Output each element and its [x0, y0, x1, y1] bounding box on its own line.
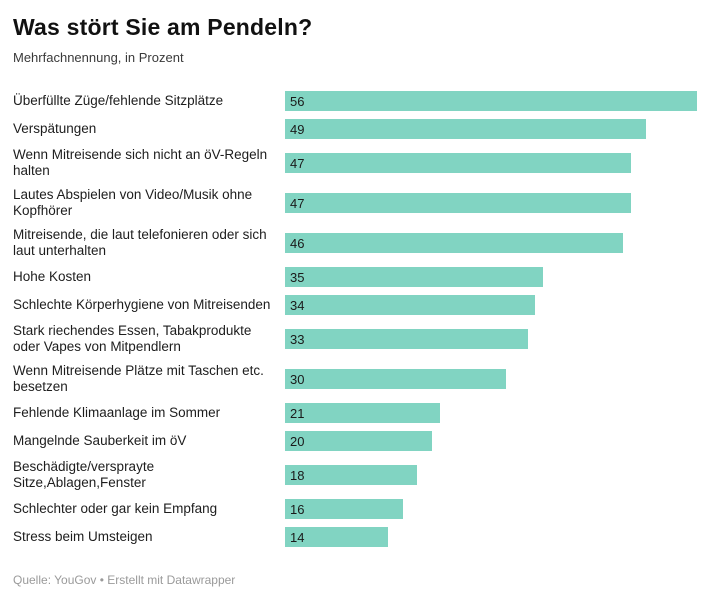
bar-area: 18: [285, 465, 697, 486]
bar: 35: [285, 267, 543, 288]
chart-row: Schlechte Körperhygiene von Mitreisenden…: [13, 295, 697, 316]
value-label: 34: [290, 297, 305, 313]
bar-area: 30: [285, 369, 697, 390]
bar-area: 47: [285, 193, 697, 214]
chart-title: Was stört Sie am Pendeln?: [13, 14, 313, 40]
bar-area: 35: [285, 267, 697, 288]
chart-row: Lautes Abspielen von Video/Musik ohne Ko…: [13, 187, 697, 219]
bar: 20: [285, 431, 433, 452]
value-label: 46: [290, 235, 305, 251]
chart-subtitle: Mehrfachnennung, in Prozent: [13, 50, 184, 66]
bar-area: 16: [285, 499, 697, 520]
category-label: Lautes Abspielen von Video/Musik ohne Ko…: [13, 187, 253, 219]
value-label: 20: [290, 433, 305, 449]
chart-row: Beschädigte/versprayte Sitze,Ablagen,Fen…: [13, 459, 697, 491]
chart-row: Verspätungen 49: [13, 119, 697, 140]
category-label: Beschädigte/versprayte Sitze,Ablagen,Fen…: [13, 459, 155, 491]
bar: 18: [285, 465, 418, 486]
bar-area: 33: [285, 329, 697, 350]
chart-row: Schlechter oder gar kein Empfang 16: [13, 499, 697, 520]
value-label: 47: [290, 155, 305, 171]
category-label: Hohe Kosten: [13, 269, 92, 285]
value-label: 35: [290, 269, 305, 285]
category-label: Mitreisende, die laut telefonieren oder …: [13, 227, 267, 259]
category-label: Wenn Mitreisende Plätze mit Taschen etc.…: [13, 363, 264, 395]
value-label: 18: [290, 467, 305, 483]
bar: 47: [285, 153, 631, 174]
chart-row: Stress beim Umsteigen 14: [13, 527, 697, 548]
bar-area: 14: [285, 527, 697, 548]
category-label: Fehlende Klimaanlage im Sommer: [13, 405, 221, 421]
value-label: 16: [290, 501, 305, 517]
chart-row: Überfüllte Züge/fehlende Sitzplätze 56: [13, 91, 697, 112]
category-label: Schlechter oder gar kein Empfang: [13, 501, 218, 517]
chart-row: Hohe Kosten 35: [13, 267, 697, 288]
bar: 30: [285, 369, 506, 390]
category-label: Mangelnde Sauberkeit im öV: [13, 433, 187, 449]
value-label: 30: [290, 371, 305, 387]
value-label: 14: [290, 529, 305, 545]
bar: 49: [285, 119, 646, 140]
bar: 46: [285, 233, 624, 254]
value-label: 56: [290, 93, 305, 109]
bar-area: 34: [285, 295, 697, 316]
value-label: 33: [290, 331, 305, 347]
category-label: Wenn Mitreisende sich nicht an öV-Regeln…: [13, 147, 268, 179]
chart-row: Wenn Mitreisende sich nicht an öV-Regeln…: [13, 147, 697, 179]
chart-row: Fehlende Klimaanlage im Sommer 21: [13, 403, 697, 424]
bar-area: 21: [285, 403, 697, 424]
category-label: Stress beim Umsteigen: [13, 529, 153, 545]
value-label: 47: [290, 195, 305, 211]
bar-area: 46: [285, 233, 697, 254]
value-label: 49: [290, 121, 305, 137]
bar-area: 56: [285, 91, 697, 112]
bar: 47: [285, 193, 631, 214]
chart-row: Mitreisende, die laut telefonieren oder …: [13, 227, 697, 259]
category-label: Schlechte Körperhygiene von Mitreisenden: [13, 297, 271, 313]
bar: 14: [285, 527, 388, 548]
category-label: Verspätungen: [13, 121, 97, 137]
bar-area: 47: [285, 153, 697, 174]
chart-row: Wenn Mitreisende Plätze mit Taschen etc.…: [13, 363, 697, 395]
chart-footer: Quelle: YouGov • Erstellt mit Datawrappe…: [13, 573, 236, 587]
bar: 16: [285, 499, 403, 520]
bar: 56: [285, 91, 697, 112]
category-label: Überfüllte Züge/fehlende Sitzplätze: [13, 93, 224, 109]
bar-area: 20: [285, 431, 697, 452]
bar: 34: [285, 295, 536, 316]
bar-chart: Überfüllte Züge/fehlende Sitzplätze 56 Ver…: [13, 91, 697, 548]
category-label: Stark riechendes Essen, Tabakprodukte od…: [13, 323, 252, 355]
bar: 33: [285, 329, 528, 350]
chart-row: Mangelnde Sauberkeit im öV 20: [13, 431, 697, 452]
chart-row: Stark riechendes Essen, Tabakprodukte od…: [13, 323, 697, 355]
value-label: 21: [290, 405, 305, 421]
bar-area: 49: [285, 119, 697, 140]
bar: 21: [285, 403, 440, 424]
